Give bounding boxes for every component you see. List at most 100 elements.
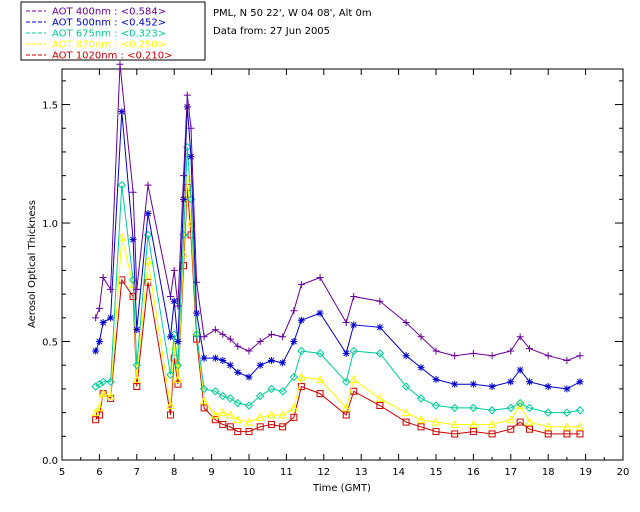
data-point	[267, 420, 275, 428]
x-tick-label: 11	[280, 467, 293, 478]
data-point	[233, 415, 243, 424]
data-point	[342, 319, 350, 327]
x-tick-label: 14	[392, 467, 405, 478]
data-point	[166, 333, 174, 341]
data-point	[95, 411, 103, 419]
data-point	[166, 400, 175, 409]
data-point	[199, 384, 209, 394]
data-point	[91, 408, 100, 417]
y-axis-label: Aerosol Optical Thickness	[27, 200, 38, 328]
data-point	[278, 410, 287, 419]
data-point	[469, 380, 477, 388]
data-point	[186, 218, 196, 227]
data-point	[543, 408, 553, 417]
data-point	[192, 330, 201, 339]
data-point	[289, 372, 299, 382]
data-point	[92, 314, 100, 322]
data-point	[376, 297, 384, 305]
data-point	[401, 408, 411, 417]
data-point	[432, 375, 440, 383]
data-point	[543, 422, 553, 431]
data-point	[255, 412, 265, 421]
data-point	[279, 423, 287, 431]
data-point	[106, 377, 115, 387]
data-point	[488, 430, 496, 438]
data-point	[297, 346, 306, 356]
x-tick-label: 18	[542, 467, 555, 478]
data-point	[226, 394, 235, 403]
data-point	[98, 377, 108, 387]
data-point	[173, 374, 183, 383]
data-point	[211, 354, 219, 362]
data-point	[402, 352, 410, 360]
data-point	[180, 172, 188, 180]
data-point	[133, 326, 141, 334]
data-point	[99, 319, 107, 327]
data-point	[132, 374, 142, 383]
series-0	[92, 60, 584, 364]
data-point	[544, 430, 552, 438]
data-point	[211, 326, 219, 334]
data-point	[117, 232, 127, 241]
data-point	[200, 333, 208, 341]
data-point	[525, 403, 534, 413]
data-point	[431, 401, 441, 410]
data-point	[187, 124, 195, 132]
data-point	[95, 403, 104, 412]
data-point	[297, 281, 305, 289]
data-point	[219, 420, 227, 428]
x-tick-label: 15	[430, 467, 443, 478]
data-point	[170, 297, 178, 305]
data-point	[267, 356, 275, 364]
data-point	[563, 385, 571, 393]
legend-entry: AOT 1020nm : <0.210>	[52, 51, 172, 62]
axes: 5 6 7 8 9 10 11 12 13 14 15 16 17 18 19 20 0.0 0.5 1.0 1.5	[42, 69, 629, 478]
data-point	[244, 417, 254, 426]
data-point	[315, 374, 325, 383]
data-point	[516, 333, 524, 341]
data-point	[256, 361, 264, 369]
series-line	[95, 177, 580, 428]
data-point	[507, 347, 515, 355]
data-point	[218, 408, 228, 417]
data-point	[289, 403, 299, 412]
data-point	[278, 387, 287, 396]
data-point	[290, 413, 298, 421]
data-point	[133, 383, 141, 391]
data-point	[183, 103, 191, 111]
data-point	[116, 60, 124, 68]
data-point	[450, 403, 459, 413]
data-point	[432, 428, 440, 436]
data-point	[526, 345, 533, 353]
data-point	[107, 314, 115, 322]
legend-entry: AOT 500nm : <0.452>	[52, 18, 166, 29]
data-point	[91, 382, 100, 391]
series-4	[92, 183, 584, 438]
x-tick-label: 6	[96, 467, 102, 478]
data-point	[316, 390, 324, 398]
data-point	[199, 396, 209, 405]
data-point	[200, 354, 208, 362]
data-point	[401, 382, 411, 391]
x-axis-label: Time (GMT)	[312, 483, 371, 494]
data-point	[297, 316, 305, 324]
data-point	[174, 380, 182, 388]
data-point	[219, 356, 227, 364]
y-tick-label: 1.5	[42, 101, 58, 112]
data-point	[341, 403, 351, 412]
data-point	[416, 415, 426, 424]
data-point	[563, 430, 571, 438]
data-point	[526, 378, 533, 386]
data-point	[267, 384, 276, 394]
data-point	[128, 275, 138, 285]
x-tick-label: 13	[355, 467, 368, 478]
data-point	[417, 333, 425, 341]
data-point	[506, 415, 516, 424]
x-tick-label: 5	[59, 467, 65, 478]
data-point	[349, 374, 359, 383]
data-point	[95, 379, 104, 389]
data-point	[183, 91, 191, 99]
data-point	[451, 380, 459, 388]
data-point	[290, 307, 298, 315]
